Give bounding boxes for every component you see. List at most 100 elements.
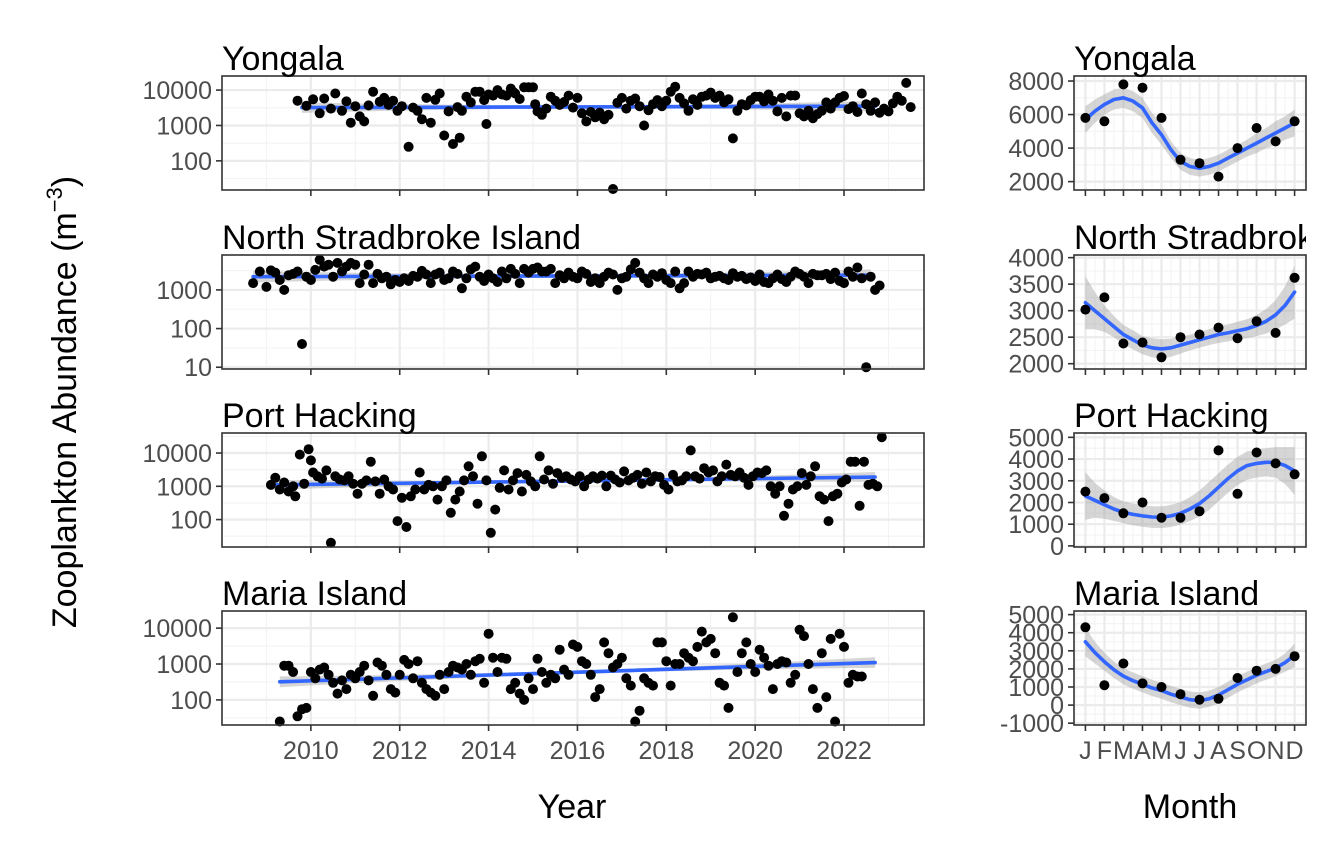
year-north-stradbroke-island-data-point <box>292 266 303 277</box>
month-port-hacking-y-tick-label: 3000 <box>1008 468 1064 496</box>
year-port-hacking-data-point <box>299 478 310 489</box>
year-maria-island-data-point <box>532 653 543 664</box>
year-port-hacking-data-point <box>303 444 314 455</box>
year-port-hacking-data-point <box>348 478 359 489</box>
month-yongala-y-tick-label: 8000 <box>1008 68 1064 96</box>
year-port-hacking-data-point <box>770 488 781 499</box>
year-north-stradbroke-island-data-point <box>470 261 481 272</box>
year-yongala-data-point <box>439 130 450 141</box>
year-north-stradbroke-island-data-point <box>381 271 392 282</box>
year-yongala-data-point <box>454 132 465 143</box>
year-north-stradbroke-island-data-point <box>270 267 281 278</box>
year-north-stradbroke-island-data-point <box>434 267 445 278</box>
year-maria-island-data-point <box>323 669 334 680</box>
month-north-stradbroke-island-data-point <box>1156 352 1167 363</box>
year-maria-island-data-point <box>363 675 374 686</box>
month-maria-island-data-point <box>1118 658 1129 669</box>
year-north-stradbroke-island-data-point <box>803 278 814 289</box>
year-north-stradbroke-island-data-point <box>861 362 872 373</box>
month-north-stradbroke-island-title: North Stradbroke Island <box>1074 219 1344 257</box>
month-yongala-data-point <box>1156 112 1167 123</box>
year-yongala-data-point <box>776 92 787 103</box>
year-port-hacking-title: Port Hacking <box>222 397 417 435</box>
month-maria-island-data-point <box>1099 680 1110 691</box>
month-port-hacking-y-tick-label: 4000 <box>1008 446 1064 474</box>
year-maria-island-data-point <box>763 660 774 671</box>
year-north-stradbroke-island-data-point <box>754 269 765 280</box>
year-maria-island-panel: Maria Island 100 1000 10000 2010 2012 2014 2016… <box>142 575 925 765</box>
year-maria-island-data-point <box>648 680 658 691</box>
year-yongala-data-point <box>330 88 341 99</box>
year-maria-island-data-point <box>394 669 405 680</box>
y-axis-title: Zooplankton Abundance (m−3) <box>42 176 84 628</box>
year-north-stradbroke-island-data-point <box>421 269 432 280</box>
year-yongala-data-point <box>856 88 867 99</box>
year-north-stradbroke-island-data-point <box>510 268 521 279</box>
year-north-stradbroke-island-data-point <box>874 280 885 291</box>
year-north-stradbroke-island-data-point <box>452 268 463 279</box>
year-maria-island-data-point <box>785 677 796 688</box>
year-yongala-data-point <box>670 81 681 92</box>
month-port-hacking-data-point <box>1213 445 1224 456</box>
year-maria-island-data-point <box>519 694 530 705</box>
year-yongala-data-point <box>767 95 778 106</box>
year-maria-island-data-point <box>816 648 827 659</box>
month-yongala-data-point <box>1137 82 1148 93</box>
year-north-stradbroke-island-data-point <box>545 263 556 274</box>
year-yongala-data-point <box>345 117 356 128</box>
year-maria-island-data-point <box>528 684 538 695</box>
year-yongala-data-point <box>412 105 423 116</box>
year-north-stradbroke-island-y-tick-label: 10 <box>184 354 212 382</box>
year-maria-island-data-point <box>665 680 676 691</box>
year-maria-island-data-point <box>434 669 445 680</box>
year-maria-island-data-point <box>483 628 494 639</box>
month-north-stradbroke-island-y-tick-label: 4000 <box>1008 245 1064 273</box>
year-north-stradbroke-island-data-point <box>550 278 561 289</box>
year-port-hacking-data-point <box>632 469 643 480</box>
year-port-hacking-data-point <box>832 488 843 499</box>
year-yongala-data-point <box>403 141 414 152</box>
year-north-stradbroke-island-points <box>248 254 885 373</box>
year-yongala-data-point <box>661 95 672 106</box>
year-maria-island-data-point <box>332 688 343 699</box>
year-yongala-data-point <box>528 82 538 93</box>
month-maria-island-x-tick-label: S <box>1229 737 1246 765</box>
year-port-hacking-points <box>265 432 887 548</box>
year-yongala-data-point <box>572 92 583 103</box>
year-port-hacking-data-point <box>596 470 607 481</box>
year-port-hacking-data-point <box>636 478 647 489</box>
year-yongala-border <box>221 75 925 191</box>
year-north-stradbroke-island-data-point <box>332 257 343 268</box>
year-port-hacking-data-point <box>401 522 412 532</box>
year-yongala-y-tick-label: 1000 <box>156 112 212 140</box>
year-maria-island-title: Maria Island <box>222 575 407 613</box>
year-maria-island-data-point <box>541 677 552 688</box>
year-maria-island-data-point <box>390 687 401 698</box>
year-north-stradbroke-island-data-point <box>612 284 623 295</box>
year-yongala-data-point <box>692 99 703 110</box>
month-maria-island-x-tick-label: O <box>1247 737 1266 765</box>
month-maria-island-y-tick-label: 1000 <box>1008 674 1064 702</box>
year-yongala-data-point <box>421 92 432 103</box>
year-port-hacking-data-point <box>270 472 281 483</box>
month-north-stradbroke-island-data-point <box>1175 332 1186 343</box>
year-maria-island-points <box>274 612 867 727</box>
year-yongala-data-point <box>514 94 525 104</box>
year-maria-island-data-point <box>834 628 845 639</box>
year-maria-island-data-point <box>599 637 610 648</box>
year-maria-island-data-point <box>430 690 441 701</box>
year-yongala-data-point <box>839 91 849 101</box>
year-north-stradbroke-island-data-point <box>274 275 285 285</box>
year-north-stradbroke-island-data-point <box>323 259 334 270</box>
year-maria-island-data-point <box>288 667 299 677</box>
y-axis-title-main: Zooplankton Abundance (m <box>46 212 84 628</box>
year-yongala-data-point <box>434 88 445 99</box>
year-yongala-data-point <box>581 116 592 127</box>
year-yongala-data-point <box>368 86 379 97</box>
year-maria-island-data-point <box>536 667 547 677</box>
year-maria-island-y-tick-label: 100 <box>170 687 212 715</box>
year-port-hacking-data-point <box>619 466 630 477</box>
year-maria-island-data-point <box>274 716 285 727</box>
year-yongala-data-point <box>852 107 863 117</box>
month-maria-island-data-point <box>1213 693 1224 704</box>
